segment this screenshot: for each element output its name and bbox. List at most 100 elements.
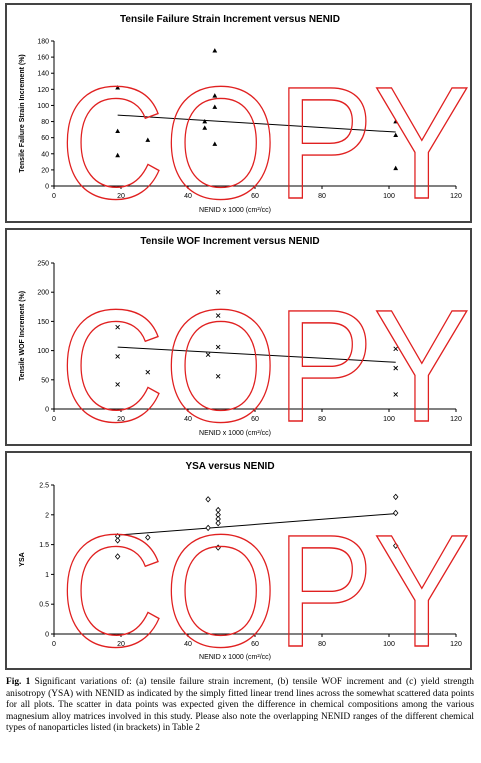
y-tick-label: 80	[41, 119, 49, 126]
figure-caption-text: Significant variations of: (a) tensile f…	[6, 677, 474, 734]
y-tick-label: 140	[37, 71, 49, 78]
y-tick-label: 20	[41, 167, 49, 174]
x-tick-label: 120	[450, 193, 462, 200]
y-axis-label: YSA	[19, 552, 26, 566]
data-point	[202, 125, 208, 130]
chart-title: Tensile WOF Increment versus NENID	[140, 236, 319, 247]
y-tick-label: 1.5	[39, 542, 49, 549]
copy-watermark: COPY	[60, 53, 470, 232]
x-tick-label: 40	[184, 193, 192, 200]
y-axis-label: Tensile Failure Strain Increment (%)	[19, 54, 26, 173]
data-point	[145, 369, 151, 375]
data-point	[115, 324, 120, 330]
chart-panel-tensile-failure-strain: Tensile Failure Strain Increment versus …	[5, 3, 472, 233]
data-point	[215, 373, 221, 379]
x-tick-label: 20	[117, 416, 125, 423]
x-axis-label: NENID x 1000 (cm²/cc)	[199, 430, 271, 437]
x-tick-label: 0	[52, 641, 56, 648]
x-tick-label: 40	[184, 416, 192, 423]
y-tick-label: 60	[41, 135, 49, 142]
y-tick-label: 40	[41, 151, 49, 158]
figure-caption: Fig. 1 Significant variations of: (a) te…	[6, 677, 474, 735]
data-point	[212, 141, 218, 146]
chart-title: Tensile Failure Strain Increment versus …	[120, 14, 340, 25]
x-axis-label: NENID x 1000 (cm²/cc)	[199, 207, 271, 214]
y-tick-label: 0	[45, 407, 49, 414]
data-point	[212, 93, 218, 98]
y-tick-label: 200	[37, 290, 49, 297]
data-point	[145, 137, 151, 142]
data-point	[205, 352, 211, 358]
data-point	[205, 524, 211, 532]
chart-tensile-failure-strain: Tensile Failure Strain Increment versus …	[19, 14, 471, 233]
y-tick-label: 50	[41, 377, 49, 384]
chart-title: YSA versus NENID	[185, 461, 274, 472]
data-point	[393, 118, 399, 124]
x-tick-label: 60	[251, 641, 259, 648]
y-tick-label: 1	[45, 572, 49, 579]
y-axis-label: Tensile WOF Increment (%)	[19, 291, 26, 381]
data-point	[215, 519, 221, 527]
chart-ysa: YSA versus NENID 0 0.5 1 1.5 2 2.5 0 20 40 60 80 100…	[19, 461, 471, 681]
figure-caption-label: Fig. 1	[6, 677, 31, 687]
x-tick-label: 120	[450, 641, 462, 648]
data-point	[202, 118, 208, 124]
x-tick-label: 20	[117, 193, 125, 200]
trend-line	[117, 513, 396, 536]
y-tick-label: 2.5	[39, 483, 49, 490]
x-tick-label: 20	[117, 641, 125, 648]
data-point	[114, 553, 121, 560]
y-tick-label: 120	[37, 87, 49, 94]
x-tick-label: 60	[251, 416, 259, 423]
x-tick-label: 60	[251, 193, 259, 200]
data-point	[393, 165, 399, 171]
data-point	[114, 537, 121, 544]
y-tick-label: 0.5	[39, 602, 49, 609]
data-point	[215, 313, 221, 318]
data-point	[115, 152, 121, 158]
x-tick-label: 100	[383, 416, 395, 423]
x-tick-label: 40	[184, 641, 192, 648]
data-point	[393, 346, 399, 352]
y-tick-label: 150	[37, 319, 49, 326]
data-point	[393, 392, 399, 397]
data-point	[393, 365, 399, 371]
data-point	[145, 534, 151, 541]
x-tick-label: 80	[318, 641, 326, 648]
chart-panel-ysa: YSA versus NENID 0 0.5 1 1.5 2 2.5 0 20 40 60 80 100…	[5, 451, 472, 681]
x-tick-label: 80	[318, 193, 326, 200]
data-point	[392, 509, 399, 517]
chart-tensile-wof: Tensile WOF Increment versus NENID 0 50 100…	[19, 236, 471, 456]
data-point	[212, 48, 218, 53]
y-tick-label: 0	[45, 632, 49, 639]
y-tick-label: 0	[45, 184, 49, 191]
y-tick-label: 180	[37, 39, 49, 46]
y-tick-label: 100	[37, 103, 49, 110]
y-tick-label: 250	[37, 261, 49, 268]
copy-watermark: COPY	[60, 501, 470, 680]
y-tick-label: 2	[45, 512, 49, 519]
y-tick-label: 100	[37, 348, 49, 355]
data-point	[115, 354, 120, 359]
trend-line	[117, 114, 396, 133]
x-tick-label: 0	[52, 416, 56, 423]
data-point	[392, 493, 399, 501]
chart-panel-tensile-wof: Tensile WOF Increment versus NENID 0 50 100…	[5, 228, 472, 456]
data-point	[205, 496, 211, 503]
x-tick-label: 100	[383, 193, 395, 200]
data-point	[212, 104, 218, 109]
data-point	[392, 542, 399, 550]
x-tick-label: 80	[318, 416, 326, 423]
data-point	[215, 289, 221, 295]
trend-line	[117, 346, 396, 363]
y-tick-label: 160	[37, 55, 49, 62]
data-point	[393, 132, 399, 138]
copy-watermark: COPY	[60, 276, 470, 455]
data-point	[115, 382, 120, 387]
data-point	[115, 85, 121, 90]
data-point	[215, 344, 221, 350]
x-tick-label: 100	[383, 641, 395, 648]
x-tick-label: 0	[52, 193, 56, 200]
x-axis-label: NENID x 1000 (cm²/cc)	[199, 654, 271, 661]
data-point	[215, 544, 221, 551]
